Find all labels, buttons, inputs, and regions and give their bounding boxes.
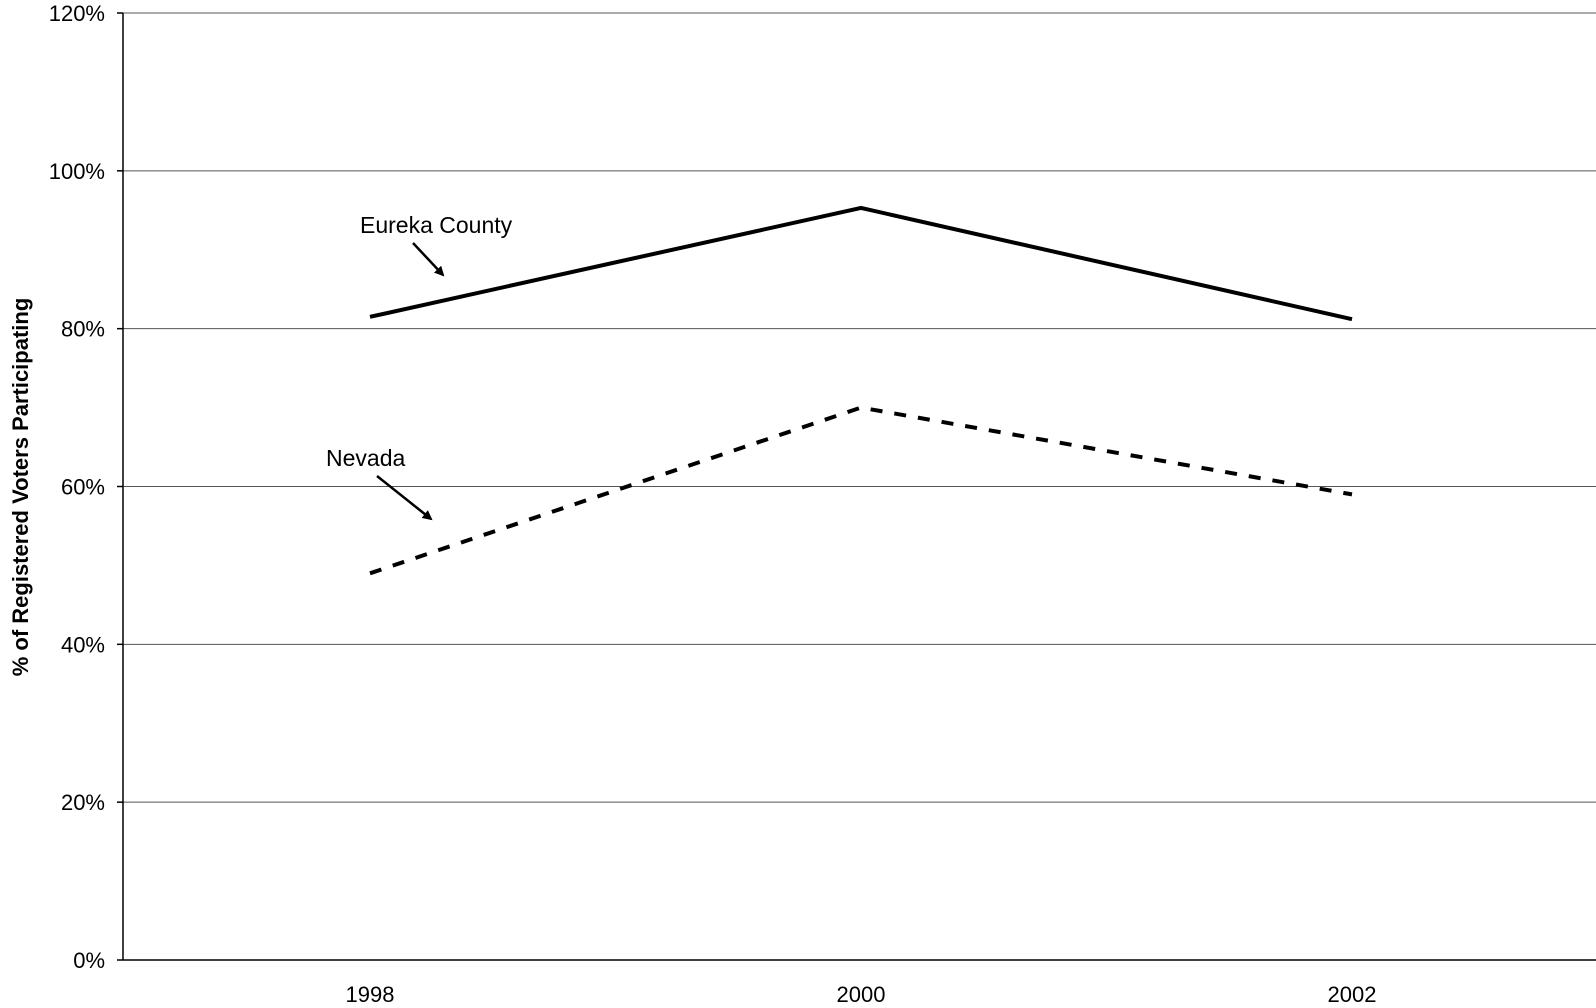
eureka-county-line	[369, 205, 1353, 322]
y-tick-labels: 0% 20% 40% 60% 80% 100% 120%	[49, 1, 105, 973]
y-tick-label: 120%	[49, 1, 105, 26]
x-tick-label: 2002	[1328, 982, 1377, 1007]
y-tick-label: 20%	[61, 790, 105, 815]
y-tick-label: 40%	[61, 632, 105, 657]
y-tick-label: 0%	[73, 948, 105, 973]
annotations: Eureka County Nevada	[326, 212, 513, 521]
series-lines	[369, 205, 1353, 576]
axes	[122, 13, 1596, 961]
annotation-arrow	[376, 475, 433, 521]
y-tick-label: 80%	[61, 317, 105, 342]
annotation-arrow	[412, 242, 445, 277]
x-tick-label: 1998	[346, 982, 395, 1007]
x-tick-labels: 1998 2000 2002	[346, 982, 1377, 1007]
annotation-label: Eureka County	[360, 212, 513, 238]
y-tick-label: 100%	[49, 159, 105, 184]
y-tick-label: 60%	[61, 475, 105, 500]
y-axis-title: % of Registered Voters Participating	[8, 298, 33, 677]
nevada-line	[369, 405, 1353, 576]
x-tick-label: 2000	[837, 982, 886, 1007]
gridlines	[117, 12, 1596, 961]
annotation-label: Nevada	[326, 445, 405, 471]
